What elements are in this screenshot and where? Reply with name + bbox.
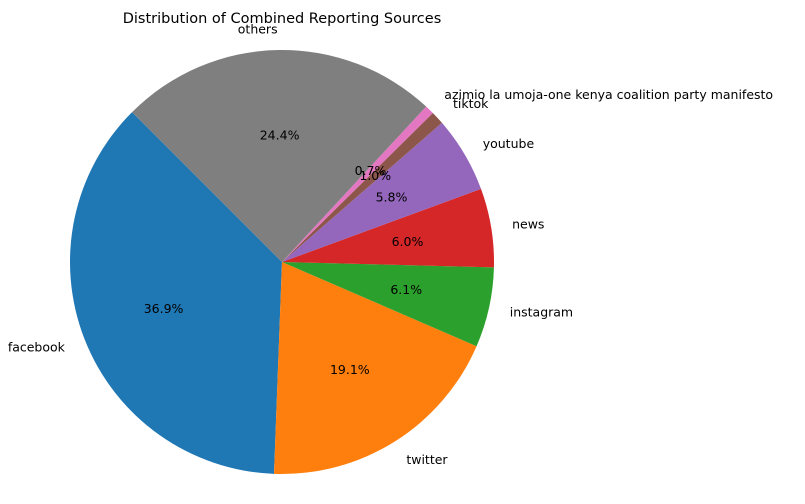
chart-title: Distribution of Combined Reporting Sourc… [123, 11, 442, 27]
slice-percent-twitter: 19.1% [330, 362, 370, 377]
pie-slices [70, 50, 494, 475]
pie-slice-twitter [274, 262, 477, 475]
slice-percent-tiktok: 1.0% [359, 168, 391, 183]
slice-percent-azimio-la-umoja-one-kenya-coalition-party-manifesto: 0.7% [355, 163, 387, 178]
slice-percent-facebook: 36.9% [144, 301, 184, 316]
slice-label-others: others [238, 21, 278, 36]
slice-label-instagram: instagram [510, 305, 573, 320]
pie-slice-facebook [70, 112, 283, 474]
pie-slice-youtube [282, 122, 482, 262]
pie-slice-azimio-la-umoja-one-kenya-coalition-party-manifesto [282, 106, 433, 262]
slice-label-news: news [512, 217, 544, 232]
slice-label-azimio-la-umoja-one-kenya-coalition-party-manifesto: azimio la umoja-one kenya coalition part… [444, 87, 773, 102]
pie-slice-instagram [282, 262, 494, 347]
slice-label-youtube: youtube [483, 136, 535, 151]
pie-slice-news [282, 188, 494, 268]
slice-percent-others: 24.4% [260, 127, 300, 142]
slice-percent-news: 6.0% [392, 234, 424, 249]
pie-slice-others [132, 50, 427, 262]
slice-label-tiktok: tiktok [453, 96, 489, 111]
slice-label-twitter: twitter [406, 452, 448, 467]
pie-labels: facebook twitter instagram news youtube tikto… [8, 21, 773, 466]
slice-label-facebook: facebook [8, 340, 66, 355]
pie-percent-labels: 36.9% 19.1% 6.1% 6.0% 5.8% 1.0%0.7% 24.4% [144, 127, 424, 377]
pie-slice-tiktok [282, 113, 442, 262]
slice-percent-instagram: 6.1% [390, 282, 422, 297]
slice-percent-youtube: 5.8% [376, 190, 408, 205]
